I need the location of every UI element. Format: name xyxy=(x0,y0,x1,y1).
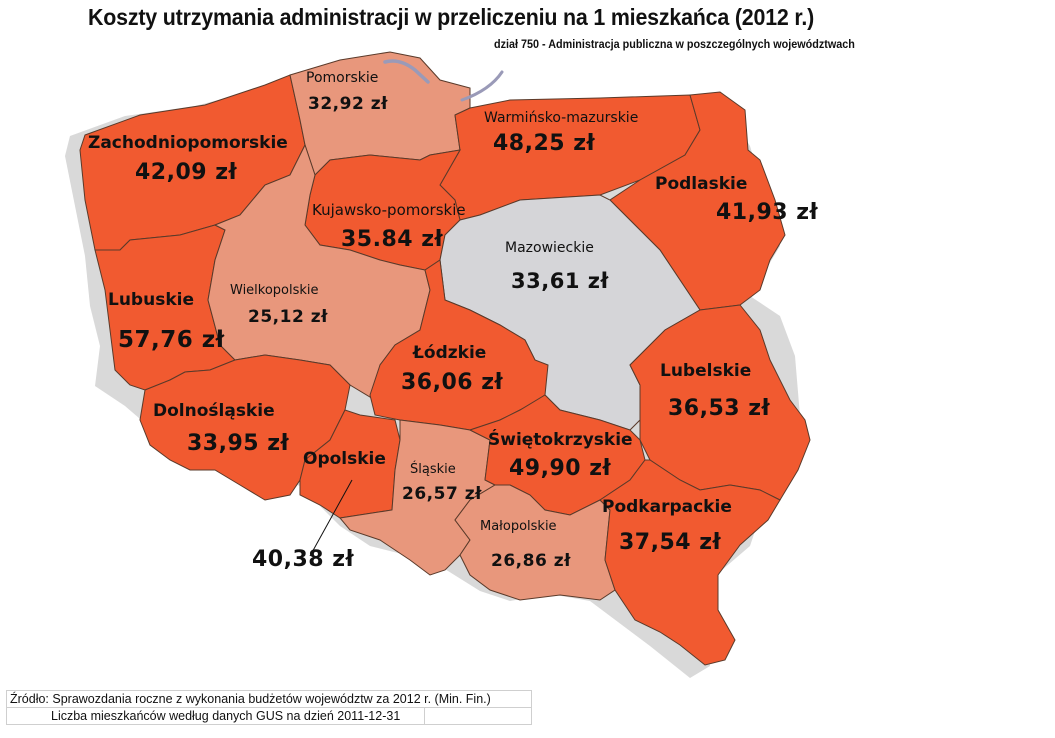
label-dolnoslaskie-value: 33,95 zł xyxy=(187,431,290,456)
vistula-spit xyxy=(460,70,504,102)
label-mazowieckie-value: 33,61 zł xyxy=(511,269,609,293)
label-slaskie-name: Śląskie xyxy=(410,462,456,477)
label-kujawsko-pomorskie-value: 35.84 zł xyxy=(341,227,444,252)
label-lubuskie-value: 57,76 zł xyxy=(118,327,225,353)
source-line-2: Liczba mieszkańców według danych GUS na … xyxy=(6,707,425,725)
source-row: Liczba mieszkańców według danych GUS na … xyxy=(6,707,532,725)
label-kujawsko-pomorskie-name: Kujawsko-pomorskie xyxy=(312,201,466,219)
source-line-1: Źródło: Sprawozdania roczne z wykonania … xyxy=(6,690,532,708)
label-warminsko-mazurskie-name: Warmińsko-mazurskie xyxy=(484,110,639,126)
label-podlaskie-value: 41,93 zł xyxy=(716,200,819,225)
label-zachodniopomorskie-name: Zachodniopomorskie xyxy=(88,133,288,153)
label-lodzkie-name: Łódzkie xyxy=(413,343,487,363)
label-wielkopolskie-value: 25,12 zł xyxy=(248,307,328,327)
label-opolskie-name: Opolskie xyxy=(303,449,386,469)
opolskie-leader-line xyxy=(309,479,353,557)
region-malopolskie[interactable] xyxy=(454,484,616,601)
label-wielkopolskie-name: Wielkopolskie xyxy=(230,283,319,298)
label-zachodniopomorskie-value: 42,09 zł xyxy=(135,160,238,185)
label-mazowieckie-name: Mazowieckie xyxy=(505,240,594,256)
label-slaskie-value: 26,57 zł xyxy=(402,484,482,504)
label-podkarpackie-value: 37,54 zł xyxy=(619,530,722,555)
source-row: Źródło: Sprawozdania roczne z wykonania … xyxy=(6,690,532,708)
label-swietokrzyskie-name: Świętokrzyskie xyxy=(488,430,633,450)
label-lubelskie-value: 36,53 zł xyxy=(668,396,771,421)
source-empty-cell xyxy=(424,707,532,725)
region-podkarpackie[interactable] xyxy=(599,459,781,666)
label-malopolskie-value: 26,86 zł xyxy=(491,551,571,571)
label-swietokrzyskie-value: 49,90 zł xyxy=(509,456,612,481)
label-lodzkie-value: 36,06 zł xyxy=(401,370,504,395)
label-lubuskie-name: Lubuskie xyxy=(108,290,194,310)
label-dolnoslaskie-name: Dolnośląskie xyxy=(153,401,275,421)
label-pomorskie-name: Pomorskie xyxy=(306,70,379,86)
hel-peninsula xyxy=(383,59,430,84)
label-podlaskie-name: Podlaskie xyxy=(655,174,748,194)
label-warminsko-mazurskie-value: 48,25 zł xyxy=(493,131,596,156)
label-pomorskie-value: 32,92 zł xyxy=(308,94,388,114)
label-podkarpackie-name: Podkarpackie xyxy=(602,497,732,517)
poland-map xyxy=(65,51,811,678)
label-opolskie-value: 40,38 zł xyxy=(252,547,355,572)
label-lubelskie-name: Lubelskie xyxy=(660,361,752,381)
label-malopolskie-name: Małopolskie xyxy=(480,519,557,534)
map-subtitle: dział 750 - Administracja publiczna w po… xyxy=(494,37,855,51)
source-table: Źródło: Sprawozdania roczne z wykonania … xyxy=(6,690,532,725)
map-title: Koszty utrzymania administracji w przeli… xyxy=(88,4,815,30)
